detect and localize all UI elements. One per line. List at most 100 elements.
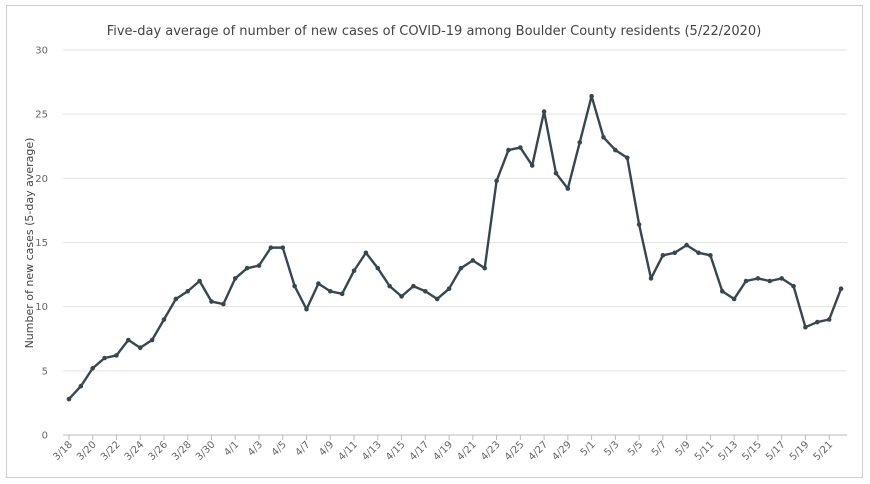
data-point — [518, 145, 523, 150]
x-tick-label: 3/22 — [99, 439, 123, 463]
data-point — [185, 288, 191, 294]
data-point — [411, 283, 416, 289]
y-tick-labels: 0 5 10 15 20 25 30 — [35, 46, 48, 442]
chart-title: Five-day average of number of new cases … — [107, 24, 762, 39]
data-point — [363, 250, 369, 256]
data-point — [613, 147, 618, 153]
x-tick-label: 4/19 — [432, 439, 456, 463]
data-point — [221, 301, 226, 307]
data-point — [102, 355, 107, 361]
data-point — [78, 383, 84, 389]
x-tick-label: 4/17 — [408, 439, 432, 463]
x-tick-label: 5/9 — [674, 439, 693, 458]
y-tick-label: 20 — [35, 174, 48, 185]
data-point — [256, 263, 262, 268]
y-tick-label: 5 — [42, 366, 48, 377]
data-point — [304, 306, 309, 312]
series-layer — [66, 93, 844, 402]
y-tick-label: 30 — [35, 46, 48, 57]
data-point — [719, 288, 725, 294]
x-tick-label: 4/13 — [360, 439, 384, 463]
x-tick-label: 5/3 — [602, 439, 621, 458]
data-point — [114, 353, 119, 358]
data-point — [577, 140, 583, 145]
y-tick-label: 25 — [35, 110, 48, 121]
x-tick-label: 3/26 — [146, 439, 170, 463]
data-point — [316, 281, 321, 286]
data-point — [803, 324, 808, 330]
x-tick-label: 4/11 — [336, 439, 360, 463]
data-point — [731, 296, 737, 302]
data-point — [434, 296, 440, 302]
data-point — [327, 288, 333, 294]
data-point — [755, 276, 761, 281]
data-point — [696, 250, 701, 256]
data-point — [197, 278, 202, 284]
data-point — [399, 294, 404, 299]
data-point — [149, 337, 155, 343]
data-point — [565, 186, 571, 191]
x-tick-label: 3/24 — [123, 439, 147, 463]
data-point — [672, 250, 678, 256]
series-line — [68, 94, 843, 400]
x-tick-labels: 3/18 3/20 3/22 3/24 3/26 3/28 3/30 4/1 4/3 4/5 4/7… — [51, 435, 835, 463]
data-point — [624, 155, 630, 161]
data-point — [660, 253, 666, 258]
data-point — [826, 317, 832, 322]
x-tick-label: 5/5 — [626, 439, 645, 458]
x-tick-label: 5/13 — [717, 439, 741, 463]
x-tick-label: 4/15 — [384, 439, 408, 463]
data-point — [66, 396, 72, 402]
data-point — [126, 337, 131, 343]
x-tick-label: 4/5 — [270, 439, 289, 458]
data-point — [529, 163, 535, 168]
data-point — [470, 258, 476, 263]
data-point — [791, 283, 796, 289]
x-tick-label: 5/7 — [650, 439, 669, 458]
x-tick-label: 5/19 — [788, 439, 812, 463]
data-point — [351, 268, 357, 274]
data-point — [458, 265, 464, 271]
x-tick-label: 5/11 — [693, 439, 717, 463]
data-point — [161, 317, 167, 322]
x-tick-label: 4/7 — [293, 439, 312, 458]
x-tick-label: 4/21 — [455, 439, 479, 463]
data-point — [779, 276, 784, 281]
data-point — [708, 253, 713, 258]
chart-frame — [6, 5, 863, 478]
data-point — [506, 147, 511, 153]
data-point — [541, 109, 547, 114]
data-point — [244, 265, 250, 271]
x-tick-label: 5/1 — [579, 439, 598, 458]
x-tick-label: 4/1 — [222, 439, 241, 458]
data-point — [482, 265, 487, 271]
x-tick-label: 3/18 — [51, 439, 75, 463]
data-point — [815, 319, 820, 325]
data-point — [280, 245, 286, 250]
data-point — [90, 365, 95, 371]
x-tick-label: 4/9 — [317, 439, 336, 458]
x-tick-label: 3/20 — [75, 439, 99, 463]
x-tick-label: 4/29 — [550, 439, 574, 463]
data-point — [743, 278, 749, 284]
data-point — [173, 296, 179, 302]
data-point — [268, 245, 274, 250]
x-tick-label: 3/28 — [170, 439, 194, 463]
data-point — [423, 288, 428, 294]
data-point — [232, 276, 238, 281]
x-tick-label: 3/30 — [194, 439, 218, 463]
y-tick-label: 10 — [35, 302, 48, 313]
x-tick-label: 5/15 — [740, 439, 764, 463]
data-point — [553, 170, 559, 176]
x-tick-label: 4/3 — [246, 439, 265, 458]
data-point — [209, 299, 214, 304]
x-tick-label: 4/27 — [527, 439, 551, 463]
data-point — [292, 283, 297, 289]
y-tick-label: 15 — [35, 238, 48, 249]
data-point — [137, 345, 143, 351]
data-point — [684, 242, 689, 248]
data-point — [375, 265, 381, 271]
data-point — [589, 93, 594, 99]
x-tick-label: 4/25 — [503, 439, 527, 463]
